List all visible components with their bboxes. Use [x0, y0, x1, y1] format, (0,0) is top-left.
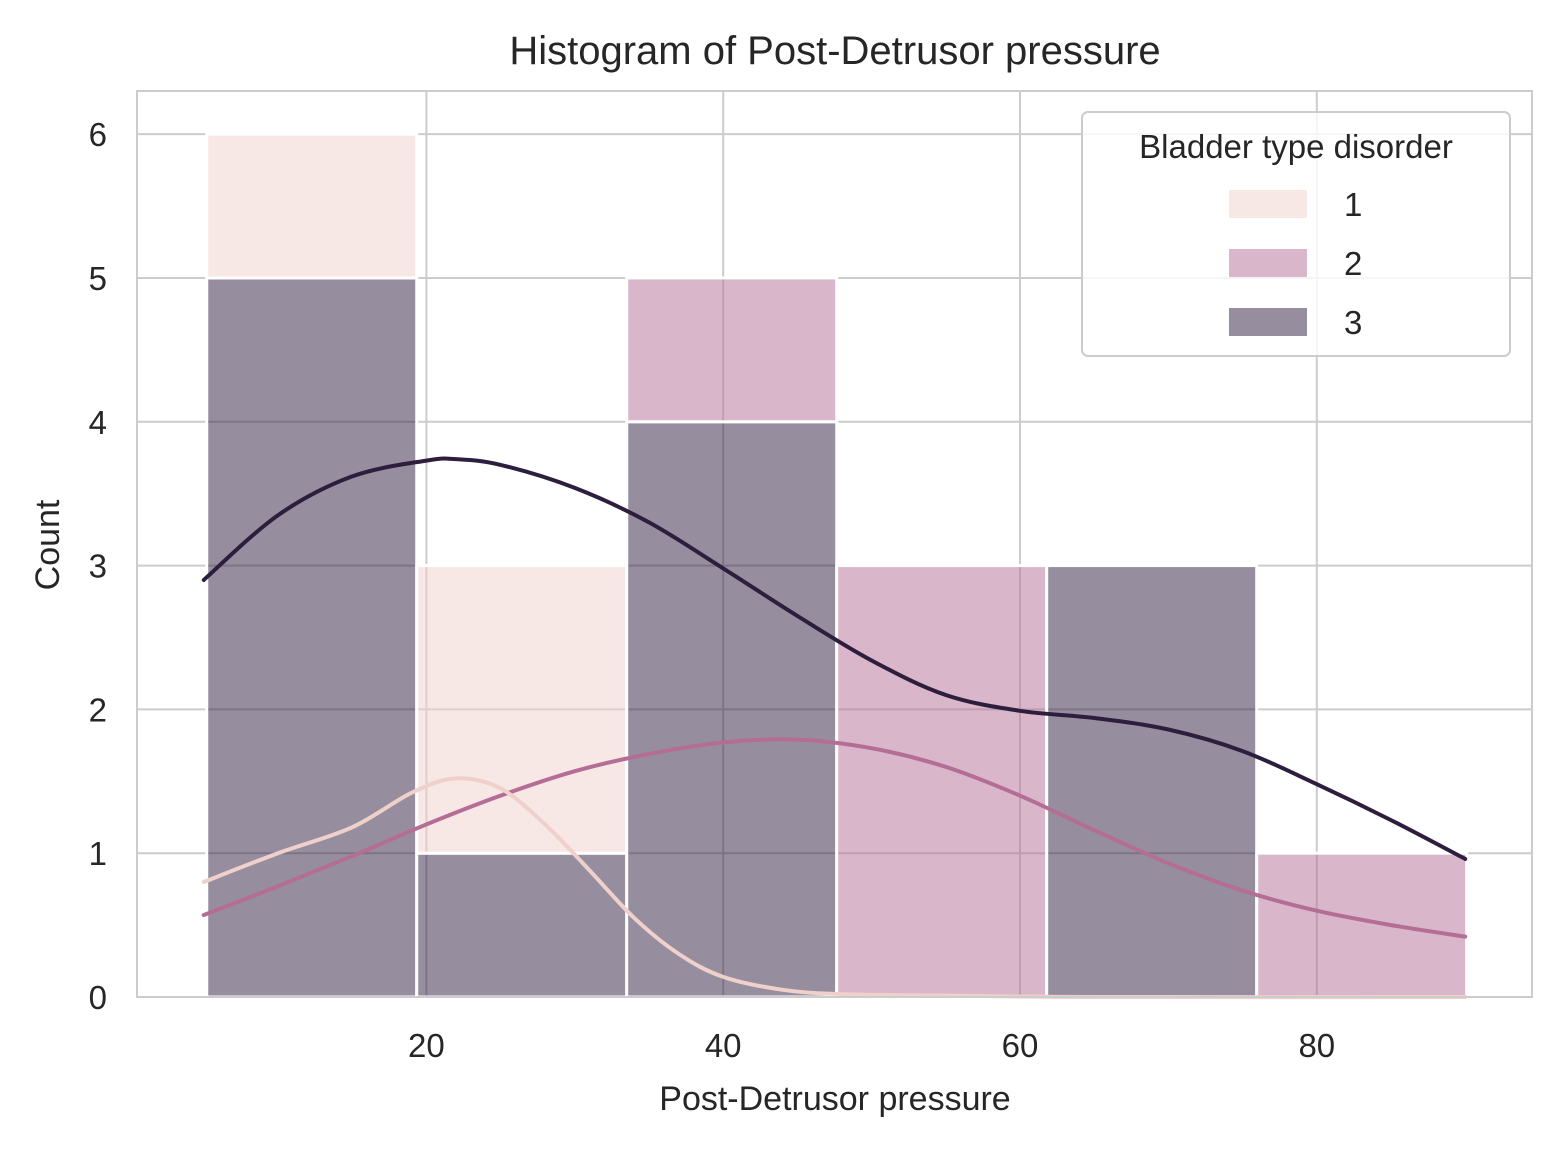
y-tick-label: 3 — [89, 548, 107, 585]
x-tick-label: 40 — [705, 1027, 742, 1064]
y-tick-label: 6 — [89, 116, 107, 153]
legend-box — [1081, 111, 1511, 357]
x-tick-label: 60 — [1002, 1027, 1039, 1064]
legend-swatch-2 — [1229, 249, 1307, 277]
legend-swatch-3 — [1229, 308, 1307, 336]
histogram-bar-series-3 — [205, 276, 419, 999]
chart-title: Histogram of Post-Detrusor pressure — [509, 29, 1160, 73]
histogram-bar-series-2 — [1255, 851, 1469, 999]
legend-label-1: 1 — [1344, 186, 1362, 223]
histogram-bar-series-1 — [415, 564, 629, 855]
x-axis-label: Post-Detrusor pressure — [659, 1080, 1010, 1118]
histogram-bar-series-3 — [625, 420, 839, 999]
legend-items: 1 2 3 — [1229, 186, 1362, 341]
legend: Bladder type disorder 1 2 3 — [1081, 111, 1511, 357]
y-tick-label: 5 — [89, 260, 107, 297]
legend-swatch-1 — [1229, 190, 1307, 218]
y-axis-label: Count — [29, 499, 67, 590]
y-tick-label: 2 — [89, 691, 107, 728]
y-tick-label: 1 — [89, 835, 107, 872]
legend-title: Bladder type disorder — [1139, 128, 1453, 165]
kde-line-series-3 — [201, 456, 1468, 861]
histogram-bar-series-3 — [1045, 564, 1259, 999]
x-axis-ticks: 20 40 60 80 — [408, 1027, 1335, 1064]
y-tick-label: 4 — [89, 404, 107, 441]
legend-label-3: 3 — [1344, 304, 1362, 341]
histogram-bar-series-2 — [835, 564, 1049, 999]
x-tick-label: 20 — [408, 1027, 445, 1064]
y-tick-label: 0 — [89, 979, 107, 1016]
legend-label-2: 2 — [1344, 245, 1362, 282]
histogram-bar-series-3 — [415, 851, 629, 999]
kde-line-series-2 — [201, 737, 1468, 939]
histogram-bar-series-1 — [205, 132, 419, 280]
histogram-bar-series-2 — [625, 276, 839, 424]
plot-frame — [136, 90, 1533, 998]
y-axis-ticks: 0 1 2 3 4 5 6 — [89, 116, 107, 1016]
x-tick-label: 80 — [1298, 1027, 1335, 1064]
